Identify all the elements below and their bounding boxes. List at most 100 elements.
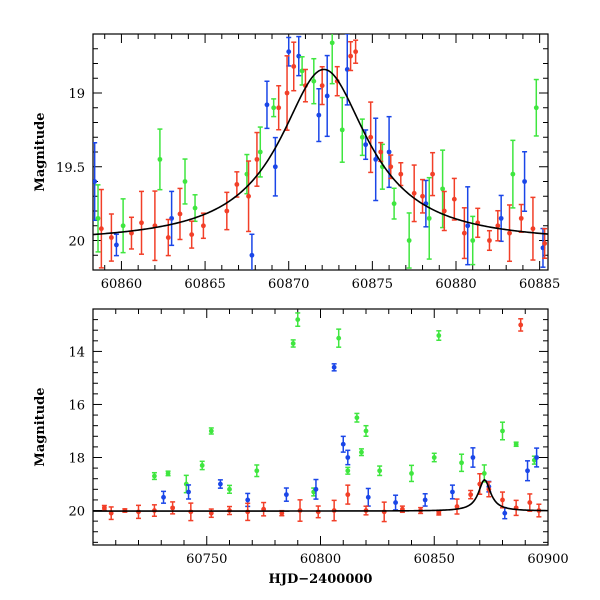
data-point-red bbox=[319, 65, 325, 106]
marker bbox=[249, 252, 255, 258]
data-point-blue bbox=[186, 484, 192, 500]
data-point-red bbox=[261, 501, 267, 517]
model-curve bbox=[93, 478, 548, 512]
data-point-red bbox=[108, 506, 114, 521]
x-tick-label: 60750 bbox=[186, 552, 227, 567]
data-point-red bbox=[345, 484, 351, 505]
marker bbox=[510, 171, 516, 177]
bottom-y-axis-label: Magnitude bbox=[33, 387, 48, 466]
data-point-green bbox=[436, 330, 442, 341]
data-point-green bbox=[354, 412, 360, 423]
marker bbox=[345, 455, 351, 460]
marker bbox=[234, 182, 240, 187]
marker bbox=[95, 215, 101, 221]
data-point-red bbox=[518, 203, 524, 233]
marker bbox=[430, 171, 435, 177]
marker bbox=[365, 494, 371, 500]
data-point-red bbox=[368, 101, 374, 174]
marker bbox=[436, 333, 442, 338]
marker bbox=[136, 509, 141, 515]
marker bbox=[339, 127, 345, 133]
data-point-red bbox=[381, 501, 387, 523]
data-point-red bbox=[284, 55, 290, 131]
marker bbox=[409, 471, 414, 476]
data-point-green bbox=[339, 96, 345, 163]
marker bbox=[283, 492, 289, 498]
bottom-axis-ticks bbox=[92, 308, 549, 545]
data-point-green bbox=[409, 464, 414, 483]
marker bbox=[359, 449, 364, 455]
marker bbox=[393, 500, 398, 505]
marker bbox=[182, 179, 188, 184]
data-point-blue bbox=[498, 194, 504, 243]
marker bbox=[291, 64, 297, 69]
data-point-red bbox=[108, 213, 114, 262]
marker bbox=[192, 205, 198, 211]
data-point-blue bbox=[264, 80, 270, 130]
marker bbox=[313, 486, 319, 492]
data-point-green bbox=[254, 464, 260, 478]
y-tick-label: 20 bbox=[68, 505, 85, 520]
marker bbox=[319, 83, 325, 89]
marker bbox=[451, 196, 457, 202]
data-point-green bbox=[199, 460, 205, 471]
marker bbox=[450, 489, 455, 495]
marker bbox=[522, 179, 527, 184]
data-point-green bbox=[95, 184, 101, 253]
data-point-blue bbox=[522, 150, 528, 213]
bottom-data-layer bbox=[93, 312, 548, 523]
data-point-blue bbox=[345, 449, 351, 466]
marker bbox=[377, 468, 383, 474]
marker bbox=[246, 193, 251, 199]
data-point-red bbox=[170, 501, 176, 515]
data-point-green bbox=[406, 212, 412, 269]
data-point-green bbox=[192, 194, 198, 223]
data-point-blue bbox=[93, 141, 98, 222]
marker bbox=[353, 49, 359, 55]
marker bbox=[271, 105, 277, 111]
marker bbox=[199, 463, 205, 468]
data-point-red bbox=[246, 160, 252, 233]
data-point-blue bbox=[373, 117, 379, 202]
y-tick-label: 19 bbox=[68, 87, 85, 102]
marker bbox=[276, 105, 282, 111]
data-point-green bbox=[358, 448, 364, 457]
marker bbox=[177, 211, 183, 217]
marker bbox=[436, 510, 442, 516]
data-point-blue bbox=[525, 460, 531, 482]
data-point-blue bbox=[393, 494, 399, 511]
data-point-red bbox=[486, 229, 492, 252]
data-point-blue bbox=[423, 179, 429, 228]
marker bbox=[354, 415, 360, 421]
data-point-blue bbox=[331, 363, 337, 372]
data-point-red bbox=[507, 204, 513, 263]
marker bbox=[500, 428, 505, 434]
marker bbox=[165, 471, 171, 476]
y-tick-label: 16 bbox=[68, 398, 85, 413]
data-point-red bbox=[441, 190, 447, 232]
marker bbox=[500, 497, 505, 503]
marker bbox=[227, 486, 232, 492]
data-point-blue bbox=[113, 233, 119, 257]
marker bbox=[311, 78, 317, 84]
marker bbox=[336, 335, 342, 341]
data-point-green bbox=[271, 98, 277, 118]
marker bbox=[441, 208, 447, 214]
y-tick-label: 20 bbox=[68, 235, 85, 250]
data-point-blue bbox=[502, 506, 508, 520]
data-point-green bbox=[363, 424, 369, 438]
marker bbox=[254, 468, 260, 474]
data-point-red bbox=[420, 178, 426, 214]
data-point-green bbox=[295, 312, 301, 328]
marker bbox=[359, 134, 365, 140]
marker bbox=[426, 215, 432, 221]
marker bbox=[378, 149, 384, 155]
data-point-green bbox=[345, 466, 351, 475]
y-tick-label: 19.5 bbox=[56, 161, 85, 176]
data-point-red bbox=[224, 191, 230, 231]
marker bbox=[481, 471, 487, 476]
x-tick-label: 60860 bbox=[101, 277, 142, 292]
data-point-blue bbox=[365, 487, 371, 507]
data-point-green bbox=[377, 465, 383, 477]
